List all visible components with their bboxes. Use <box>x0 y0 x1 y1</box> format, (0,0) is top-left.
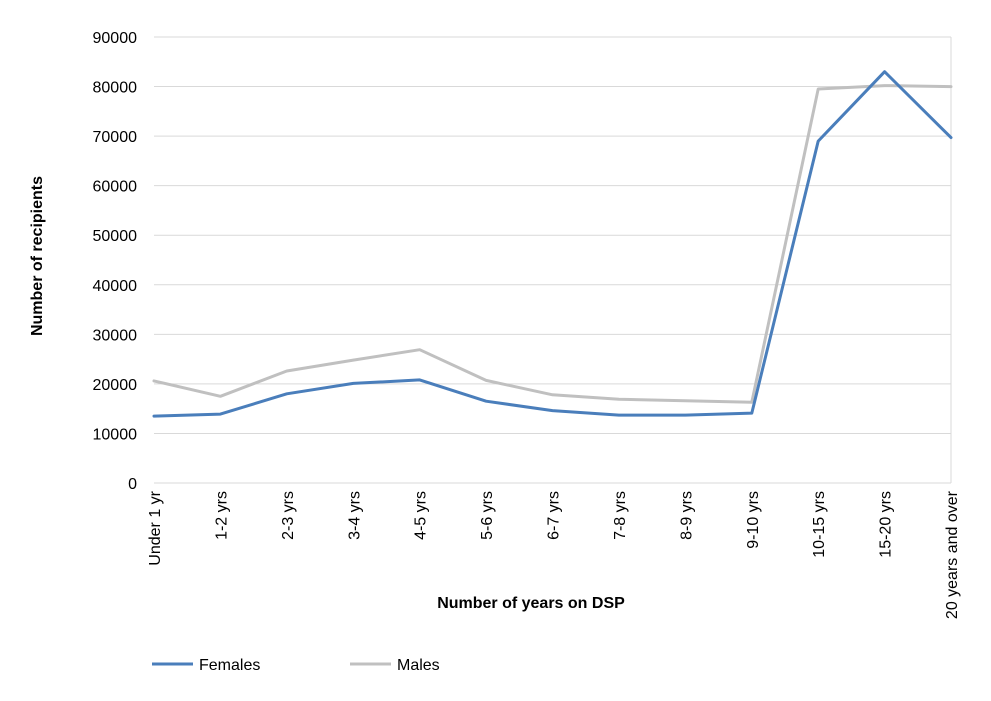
y-tick-label: 80000 <box>93 80 138 97</box>
y-axis-tick-labels: 0 10000 20000 30000 40000 50000 60000 70000 8000… <box>93 30 138 493</box>
legend-label-females: Females <box>199 657 260 674</box>
series-lines <box>152 70 953 418</box>
y-tick-label: 40000 <box>93 278 138 295</box>
x-axis-tick-labels: Under 1 yr 1-2 yrs 2-3 yrs 3-4 yrs 4-5 yrs 5-… <box>147 490 961 619</box>
y-tick-label: 90000 <box>93 30 138 47</box>
x-tick-label: 8-9 yrs <box>678 491 695 540</box>
x-axis-title: Number of years on DSP <box>437 595 625 612</box>
y-tick-label: 20000 <box>93 377 138 394</box>
x-tick-label: 4-5 yrs <box>413 491 430 540</box>
x-tick-label: 3-4 yrs <box>346 491 363 540</box>
x-tick-label: 9-10 yrs <box>745 491 762 549</box>
x-tick-label: 6-7 yrs <box>546 491 563 540</box>
x-tick-label: 5-6 yrs <box>479 491 496 540</box>
gridlines <box>154 36 952 483</box>
x-tick-label: 10-15 yrs <box>811 491 828 558</box>
y-tick-label: 70000 <box>93 129 138 146</box>
x-tick-label: 7-8 yrs <box>612 491 629 540</box>
x-tick-label: 15-20 yrs <box>878 491 895 558</box>
y-tick-label: 60000 <box>93 179 138 196</box>
legend-label-males: Males <box>397 657 440 674</box>
series-line-males <box>152 84 953 404</box>
series-line-females <box>152 70 953 418</box>
y-axis-title: Number of recipients <box>29 176 46 336</box>
x-tick-label: 20 years and over <box>944 490 961 619</box>
y-tick-label: 0 <box>128 476 137 493</box>
x-tick-label: Under 1 yr <box>147 490 164 565</box>
y-tick-label: 10000 <box>93 426 138 443</box>
legend: Females Males <box>152 657 440 674</box>
y-tick-label: 50000 <box>93 228 138 245</box>
y-tick-label: 30000 <box>93 327 138 344</box>
x-tick-label: 1-2 yrs <box>213 491 230 540</box>
x-tick-label: 2-3 yrs <box>280 491 297 540</box>
